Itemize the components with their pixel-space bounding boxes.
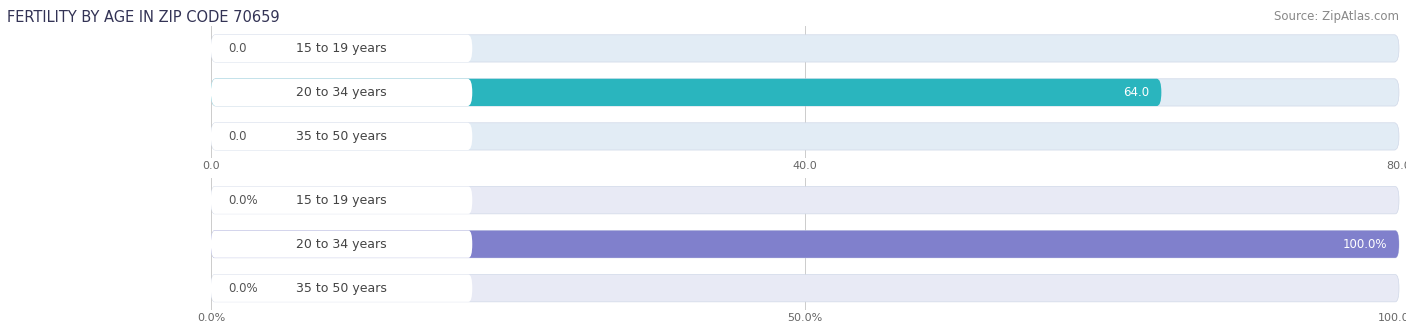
Text: 64.0: 64.0 [1123, 86, 1150, 99]
FancyBboxPatch shape [211, 35, 472, 62]
Text: 0.0: 0.0 [229, 130, 247, 143]
FancyBboxPatch shape [211, 123, 472, 150]
FancyBboxPatch shape [211, 186, 1399, 214]
FancyBboxPatch shape [211, 35, 1399, 62]
FancyBboxPatch shape [211, 231, 472, 258]
Text: 15 to 19 years: 15 to 19 years [297, 194, 387, 207]
Text: 20 to 34 years: 20 to 34 years [297, 86, 387, 99]
Text: 0.0%: 0.0% [229, 194, 259, 207]
Text: 35 to 50 years: 35 to 50 years [297, 130, 387, 143]
Text: 20 to 34 years: 20 to 34 years [297, 238, 387, 251]
Text: 100.0%: 100.0% [1343, 238, 1388, 251]
FancyBboxPatch shape [211, 79, 1399, 106]
Text: Source: ZipAtlas.com: Source: ZipAtlas.com [1274, 10, 1399, 23]
FancyBboxPatch shape [211, 231, 1399, 258]
FancyBboxPatch shape [211, 79, 472, 106]
FancyBboxPatch shape [211, 275, 472, 302]
FancyBboxPatch shape [211, 123, 1399, 150]
Text: FERTILITY BY AGE IN ZIP CODE 70659: FERTILITY BY AGE IN ZIP CODE 70659 [7, 10, 280, 25]
FancyBboxPatch shape [211, 275, 1399, 302]
FancyBboxPatch shape [211, 231, 1399, 258]
Text: 15 to 19 years: 15 to 19 years [297, 42, 387, 55]
Text: 0.0%: 0.0% [229, 282, 259, 295]
FancyBboxPatch shape [211, 79, 1161, 106]
Text: 0.0: 0.0 [229, 42, 247, 55]
FancyBboxPatch shape [211, 186, 472, 214]
Text: 35 to 50 years: 35 to 50 years [297, 282, 387, 295]
